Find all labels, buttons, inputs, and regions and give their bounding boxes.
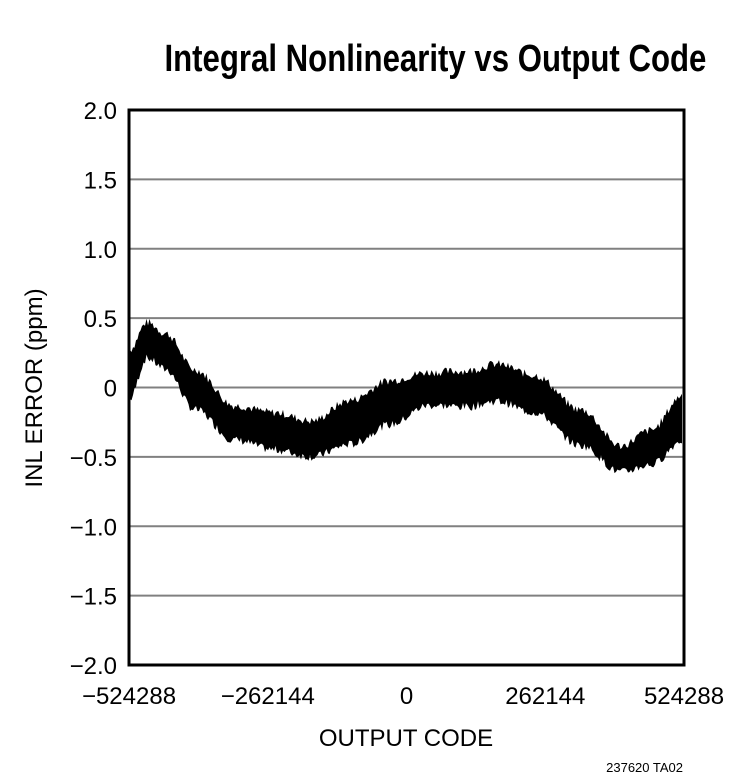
x-tick-label: 0 xyxy=(400,683,413,710)
y-tick-label: 0 xyxy=(104,376,117,403)
x-axis-tick-labels: −524288 −262144 0 262144 524288 xyxy=(82,683,724,710)
chart-title: Integral Nonlinearity vs Output Code xyxy=(164,38,707,80)
y-tick-label: −1.0 xyxy=(70,514,117,541)
plot-frame xyxy=(127,108,686,667)
x-tick-label: −262144 xyxy=(221,683,315,710)
chart-title-container: Integral Nonlinearity vs Output Code xyxy=(105,38,706,84)
y-tick-label: −0.5 xyxy=(70,445,117,472)
y-tick-label: 1.0 xyxy=(84,237,117,264)
inl-band xyxy=(130,318,682,474)
y-tick-label: 2.0 xyxy=(84,98,117,125)
y-tick-label: −1.5 xyxy=(70,584,117,611)
inl-trace xyxy=(130,318,682,474)
x-tick-label: 524288 xyxy=(644,683,724,710)
figure-code: 237620 TA02 xyxy=(606,760,683,775)
horizontal-gridlines xyxy=(129,178,684,597)
y-axis-label: INL ERROR (ppm) xyxy=(21,288,48,487)
x-tick-label: 262144 xyxy=(505,683,585,710)
x-axis-label: OUTPUT CODE xyxy=(319,725,493,752)
y-tick-label: −2.0 xyxy=(70,653,117,680)
x-tick-label: −524288 xyxy=(82,683,176,710)
y-axis-tick-labels: 2.0 1.5 1.0 0.5 0 −0.5 −1.0 −1.5 −2.0 xyxy=(70,98,117,680)
y-tick-label: 1.5 xyxy=(84,167,117,194)
y-tick-label: 0.5 xyxy=(84,306,117,333)
